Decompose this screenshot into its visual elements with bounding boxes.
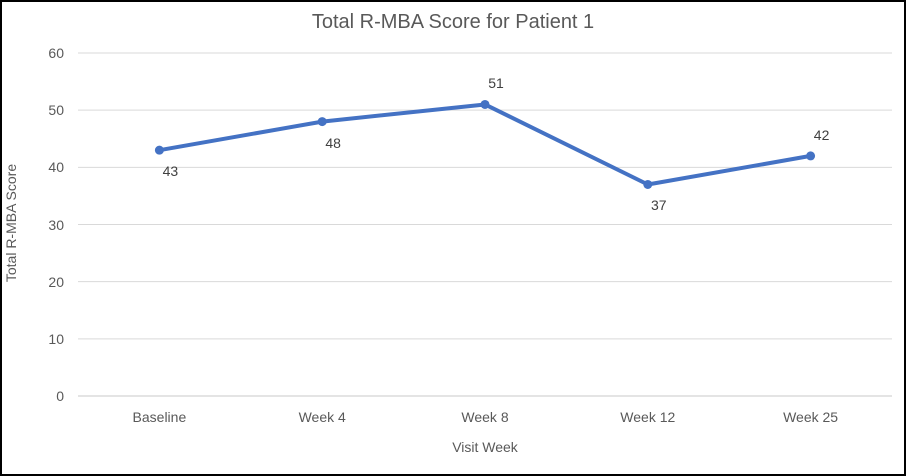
x-axis-tick-label: Baseline — [132, 409, 187, 425]
data-point-label: 43 — [162, 163, 179, 180]
y-axis-title: Total R-MBA Score — [3, 163, 19, 283]
y-axis-tick-label: 50 — [48, 102, 64, 119]
data-point-marker — [154, 145, 164, 155]
data-point-marker — [643, 179, 653, 189]
data-point-marker — [317, 117, 327, 127]
data-point-label: 42 — [813, 126, 830, 143]
y-axis-tick-label: 20 — [48, 273, 64, 290]
data-point-label: 37 — [651, 197, 667, 214]
x-axis-title: Visit Week — [452, 439, 518, 455]
x-axis-tick-label: Week 8 — [461, 409, 509, 425]
chart-title: Total R-MBA Score for Patient 1 — [311, 11, 595, 33]
y-axis-tick-label: 30 — [48, 216, 64, 233]
data-point-label: 51 — [488, 75, 504, 92]
series-line — [157, 102, 813, 187]
y-axis-tick-label: 60 — [48, 45, 64, 61]
x-axis-tick-label: Week 12 — [620, 409, 676, 425]
x-axis-tick-label: Week 4 — [298, 409, 346, 425]
y-axis-tick-label: 10 — [48, 330, 64, 347]
data-point-label: 48 — [325, 134, 341, 151]
data-point-marker — [806, 151, 816, 161]
y-axis-tick-label: 40 — [48, 159, 64, 176]
y-axis-tick-label: 0 — [56, 388, 64, 404]
data-point-marker — [480, 99, 490, 109]
x-axis-tick-label: Week 25 — [783, 409, 839, 425]
